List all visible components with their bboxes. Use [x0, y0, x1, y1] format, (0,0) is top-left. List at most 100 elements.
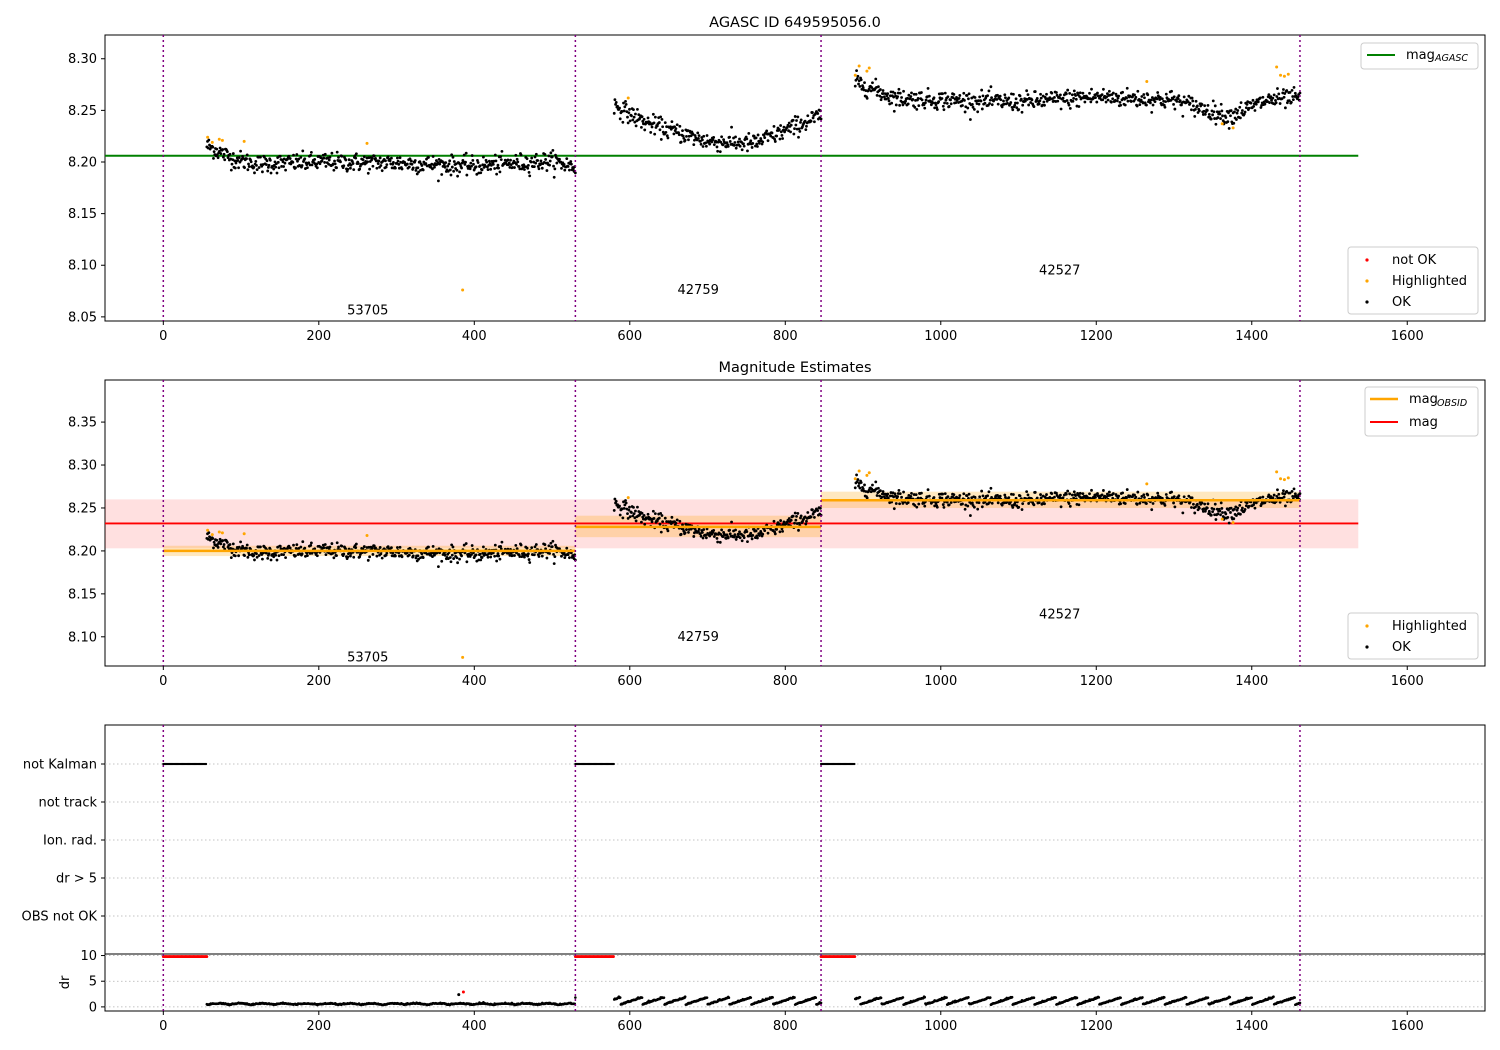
- ok-point: [443, 553, 447, 557]
- ok-point: [797, 521, 801, 525]
- ok-point: [515, 547, 519, 551]
- ok-point: [1219, 117, 1222, 120]
- ok-point: [1207, 113, 1211, 116]
- highlighted-point: [1275, 470, 1279, 474]
- ok-point: [926, 488, 930, 492]
- ok-point: [1172, 95, 1176, 99]
- highlighted-point: [1279, 477, 1283, 481]
- dr-point: [749, 996, 753, 999]
- ok-point: [952, 493, 956, 497]
- ok-point: [532, 553, 536, 557]
- ok-point: [1066, 489, 1070, 493]
- ok-point: [1100, 493, 1104, 497]
- ok-point: [1078, 95, 1081, 98]
- ok-point: [683, 138, 687, 142]
- ok-point: [806, 511, 810, 514]
- y-tick-label: 8.35: [68, 416, 97, 431]
- dr-point: [1010, 995, 1014, 999]
- ok-point: [1258, 96, 1262, 100]
- x-tick-label: 200: [306, 329, 331, 344]
- ok-point: [1071, 99, 1075, 103]
- ok-point: [651, 112, 655, 116]
- ok-point: [278, 544, 282, 548]
- ok-point: [859, 78, 863, 82]
- ok-point: [515, 162, 518, 166]
- ok-point: [628, 505, 631, 509]
- not-kalman-point: [204, 762, 208, 766]
- ok-point: [947, 105, 951, 108]
- ok-point: [863, 81, 866, 85]
- ok-point: [718, 150, 722, 154]
- ok-point: [221, 148, 225, 151]
- ok-point: [344, 158, 348, 162]
- ok-point: [857, 484, 860, 488]
- ok-point: [912, 92, 916, 96]
- ok-point: [327, 158, 331, 162]
- ok-point: [687, 531, 690, 534]
- ok-point: [324, 553, 328, 556]
- ok-point: [1115, 99, 1119, 103]
- ok-point: [888, 94, 892, 98]
- ok-point: [1172, 102, 1175, 106]
- ok-point: [986, 94, 990, 98]
- ok-point: [543, 152, 547, 156]
- ok-point: [766, 531, 770, 535]
- highlighted-point: [1282, 74, 1286, 78]
- ok-point: [472, 162, 475, 166]
- ok-point: [819, 117, 823, 121]
- ok-point: [1072, 496, 1076, 500]
- ok-point: [366, 558, 370, 562]
- ok-point: [1007, 96, 1011, 100]
- ok-point: [1164, 493, 1168, 496]
- ok-point: [1285, 89, 1289, 92]
- ok-point: [990, 96, 993, 100]
- ok-point: [500, 149, 504, 153]
- ok-point: [211, 145, 215, 149]
- dr-point: [814, 996, 818, 1000]
- ok-point: [288, 157, 292, 160]
- ok-point: [320, 159, 324, 163]
- ok-point: [495, 172, 499, 176]
- ok-point: [349, 552, 353, 555]
- ok-point: [1142, 93, 1146, 96]
- ok-point: [805, 124, 808, 128]
- ok-point: [346, 555, 350, 559]
- y-tick-label: 8.15: [68, 587, 97, 602]
- ok-point: [333, 159, 336, 163]
- ok-point: [563, 556, 567, 560]
- ok-point: [882, 95, 886, 99]
- ok-point: [666, 529, 670, 533]
- ok-point: [282, 165, 285, 168]
- ok-point: [1111, 91, 1115, 95]
- ok-point: [632, 512, 636, 516]
- ok-point: [464, 542, 468, 545]
- ok-point: [1283, 92, 1287, 95]
- ok-point: [1106, 98, 1110, 102]
- ok-point: [999, 98, 1003, 102]
- ok-point: [791, 118, 795, 122]
- ok-point: [1088, 91, 1091, 95]
- ok-point: [700, 531, 704, 534]
- ok-point: [229, 168, 233, 172]
- flag-row-label: dr > 5: [56, 872, 97, 887]
- ok-point: [226, 156, 230, 160]
- ok-point: [871, 483, 874, 487]
- ok-point: [681, 523, 684, 527]
- ok-point: [322, 156, 326, 160]
- ok-point: [906, 501, 910, 505]
- ok-point: [816, 112, 820, 115]
- ok-point: [726, 536, 730, 540]
- ok-point: [722, 138, 726, 142]
- ok-point: [310, 551, 314, 555]
- ok-point: [751, 534, 755, 537]
- ok-point: [433, 165, 436, 169]
- ok-point: [351, 162, 355, 165]
- ok-point: [328, 155, 332, 159]
- ok-point: [366, 171, 370, 175]
- ok-point: [742, 536, 746, 540]
- ok-point: [420, 164, 424, 167]
- ok-point: [957, 96, 961, 100]
